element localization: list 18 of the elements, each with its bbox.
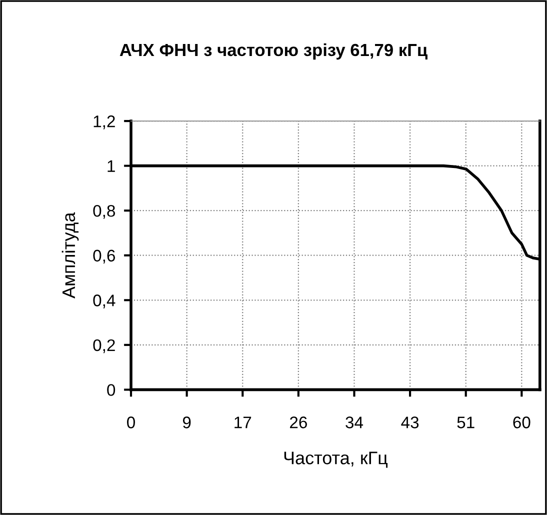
y-axis-title: Амплітуда xyxy=(62,212,79,298)
x-tick-label: 0 xyxy=(127,416,135,428)
x-tick-label: 34 xyxy=(346,416,364,428)
x-tick-label: 51 xyxy=(457,416,474,428)
y-tick-label: 0,2 xyxy=(93,339,115,354)
y-tick-label: 1,2 xyxy=(94,115,115,130)
y-tick-label: 0,6 xyxy=(93,250,115,264)
y-tick-label: 0 xyxy=(107,384,116,396)
y-tick-label: 1 xyxy=(108,160,115,172)
x-axis-title: Частота, кГц xyxy=(284,452,388,468)
x-tick-label: 26 xyxy=(290,416,307,428)
y-tick-label: 0,8 xyxy=(93,204,116,219)
x-tick-label: 17 xyxy=(234,416,252,428)
x-tick-label: 9 xyxy=(182,416,191,428)
y-tick-label: 0,4 xyxy=(93,294,116,308)
x-tick-label: 43 xyxy=(401,416,419,428)
x-tick-label: 60 xyxy=(513,416,530,428)
chart-title: АЧХ ФНЧ з частотою зрізу 61,79 кГц xyxy=(120,43,428,60)
